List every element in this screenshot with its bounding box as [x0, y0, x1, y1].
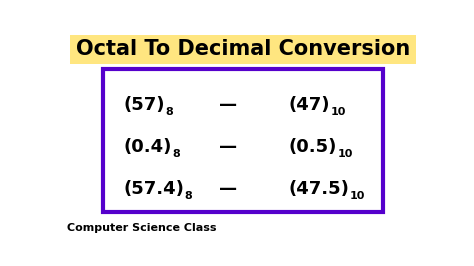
Text: (57): (57)	[124, 96, 165, 114]
Text: 10: 10	[330, 107, 346, 117]
Text: (47): (47)	[289, 96, 330, 114]
FancyBboxPatch shape	[70, 35, 416, 64]
Text: 10: 10	[337, 149, 353, 159]
Text: Octal To Decimal Conversion: Octal To Decimal Conversion	[76, 39, 410, 59]
Text: 8: 8	[184, 192, 192, 201]
Text: Computer Science Class: Computer Science Class	[66, 223, 216, 233]
Text: (47.5): (47.5)	[289, 180, 350, 198]
Text: —: —	[219, 138, 237, 156]
Text: —: —	[219, 180, 237, 198]
FancyBboxPatch shape	[103, 69, 383, 212]
Text: —: —	[219, 96, 237, 114]
Text: 10: 10	[350, 192, 365, 201]
Text: (57.4): (57.4)	[124, 180, 184, 198]
Text: (0.5): (0.5)	[289, 138, 337, 156]
Text: 8: 8	[172, 149, 180, 159]
Text: 8: 8	[165, 107, 173, 117]
Text: (0.4): (0.4)	[124, 138, 172, 156]
